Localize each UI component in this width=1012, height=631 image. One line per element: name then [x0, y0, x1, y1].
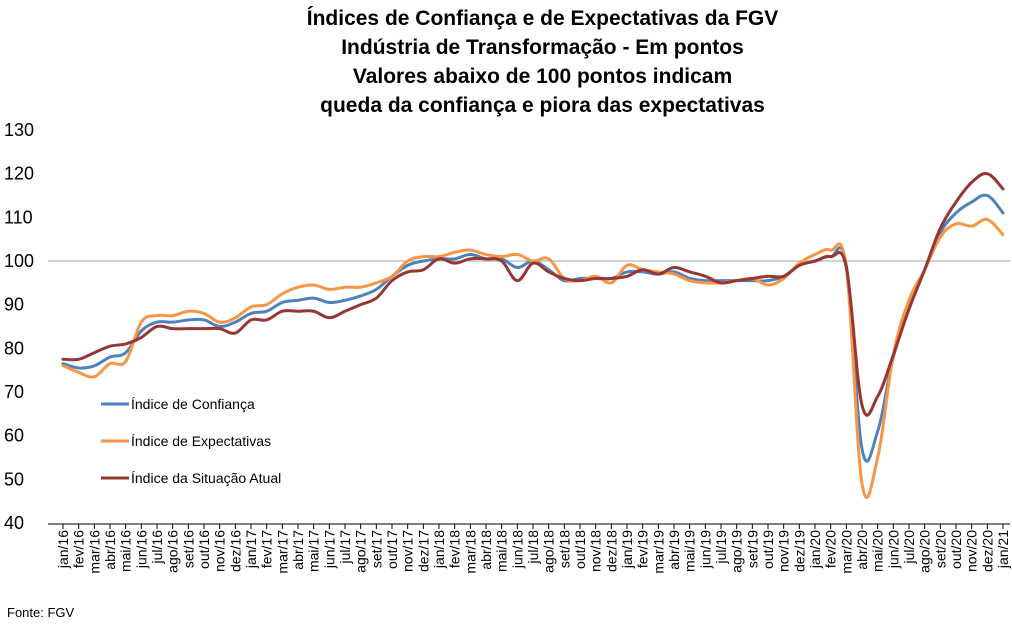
- legend-label-2: Índice de Expectativas: [131, 433, 271, 449]
- x-tick-label: fev/20: [823, 530, 839, 568]
- x-tick-label: dez/18: [603, 530, 619, 572]
- legend-label-3: Índice da Situação Atual: [131, 470, 281, 486]
- x-tick-label: jul/18: [525, 530, 541, 565]
- x-tick-label: nov/20: [964, 530, 980, 572]
- y-tick-label: 100: [4, 251, 34, 271]
- source-note: Fonte: FGV: [7, 605, 75, 620]
- x-tick-label: jun/17: [321, 530, 337, 569]
- x-tick-label: mai/18: [494, 530, 510, 572]
- y-tick-label: 80: [4, 338, 24, 358]
- x-tick-label: jun/16: [133, 530, 149, 569]
- y-tick-label: 60: [4, 426, 24, 446]
- x-tick-label: fev/17: [259, 530, 275, 568]
- x-tick-label: jan/17: [243, 530, 259, 569]
- y-tick-label: 50: [4, 469, 24, 489]
- chart-title-line-4: queda da confiança e piora das expectati…: [320, 94, 765, 117]
- x-tick-label: ago/19: [729, 530, 745, 573]
- series-line-3: [61, 172, 1005, 417]
- x-tick-label: jun/20: [885, 530, 901, 569]
- x-tick-label: jul/17: [337, 530, 353, 565]
- x-tick-label: mar/18: [462, 530, 478, 574]
- y-tick-label: 40: [4, 513, 24, 533]
- x-tick-label: set/17: [368, 530, 384, 568]
- chart-title-line-2: Indústria de Transformação - Em pontos: [341, 36, 744, 59]
- x-tick-label: jan/16: [55, 530, 71, 569]
- x-tick-label: ago/17: [353, 530, 369, 573]
- x-tick-label: jun/19: [697, 530, 713, 569]
- x-tick-label: abr/19: [666, 530, 682, 570]
- x-tick-label: mai/16: [118, 530, 134, 572]
- y-tick-label: 70: [4, 382, 24, 402]
- x-tick-label: jan/18: [431, 530, 447, 569]
- y-axis: 40 50 60 70 80 90 100 110 120 130: [4, 120, 34, 533]
- x-tick-label: nov/16: [212, 530, 228, 572]
- x-tick-label: jan/19: [619, 530, 635, 569]
- x-tick-label: dez/20: [979, 530, 995, 572]
- x-tick-label: set/18: [556, 530, 572, 568]
- series-line-2: [61, 217, 1005, 500]
- x-tick-label: fev/19: [635, 530, 651, 568]
- x-tick-label: fev/16: [71, 530, 87, 568]
- x-tick-label: nov/19: [776, 530, 792, 572]
- x-tick-label: fev/18: [447, 530, 463, 568]
- x-tick-label: ago/16: [165, 530, 181, 573]
- y-tick-label: 110: [4, 207, 33, 227]
- x-tick-label: abr/20: [854, 530, 870, 570]
- x-tick-label: mar/19: [650, 530, 666, 574]
- y-tick-label: 90: [4, 295, 24, 315]
- x-tick-label: jun/18: [509, 530, 525, 569]
- legend-label-1: Índice de Confiança: [131, 396, 255, 412]
- x-tick-label: dez/16: [227, 530, 243, 572]
- x-tick-label: jul/16: [149, 530, 165, 565]
- x-tick-label: mai/20: [870, 530, 886, 572]
- x-tick-label: mai/19: [682, 530, 698, 572]
- x-tick-label: jan/20: [807, 530, 823, 569]
- series-layer: [61, 172, 1005, 500]
- y-tick-label: 130: [4, 120, 34, 140]
- x-tick-label: mar/20: [838, 530, 854, 574]
- x-tick-label: mai/17: [306, 530, 322, 572]
- x-tick-label: out/19: [760, 530, 776, 569]
- x-tick-label: out/18: [572, 530, 588, 569]
- x-tick-label: nov/18: [588, 530, 604, 572]
- x-tick-label: jul/19: [713, 530, 729, 565]
- x-tick-label: jul/20: [901, 530, 917, 565]
- x-tick-label: dez/17: [415, 530, 431, 572]
- x-tick-label: out/20: [948, 530, 964, 569]
- x-tick-label: dez/19: [791, 530, 807, 572]
- x-tick-label: set/16: [180, 530, 196, 568]
- x-tick-label: set/20: [932, 530, 948, 568]
- x-tick-label: mar/16: [86, 530, 102, 574]
- x-tick-label: nov/17: [400, 530, 416, 572]
- y-tick-label: 120: [4, 164, 34, 184]
- chart-title: Índices de Confiança e de Expectativas d…: [0, 4, 1012, 120]
- x-tick-label: set/19: [744, 530, 760, 568]
- chart-title-line-3: Valores abaixo de 100 pontos indicam: [352, 65, 733, 88]
- x-axis: jan/16 fev/16 mar/16 abr/16 mai/16 jun/16 jul/…: [48, 523, 1011, 574]
- x-tick-label: abr/18: [478, 530, 494, 570]
- x-tick-label: out/16: [196, 530, 212, 569]
- chart-title-line-1: Índices de Confiança e de Expectativas d…: [306, 7, 779, 30]
- x-tick-label: abr/17: [290, 530, 306, 570]
- legend: Índice de Confiança Índice de Expectativa…: [101, 396, 281, 486]
- x-tick-label: mar/17: [274, 530, 290, 574]
- x-tick-label: jan/21: [995, 530, 1011, 569]
- x-tick-label: abr/16: [102, 530, 118, 570]
- x-tick-label: ago/18: [541, 530, 557, 573]
- x-tick-label: out/17: [384, 530, 400, 569]
- x-tick-label: ago/20: [917, 530, 933, 573]
